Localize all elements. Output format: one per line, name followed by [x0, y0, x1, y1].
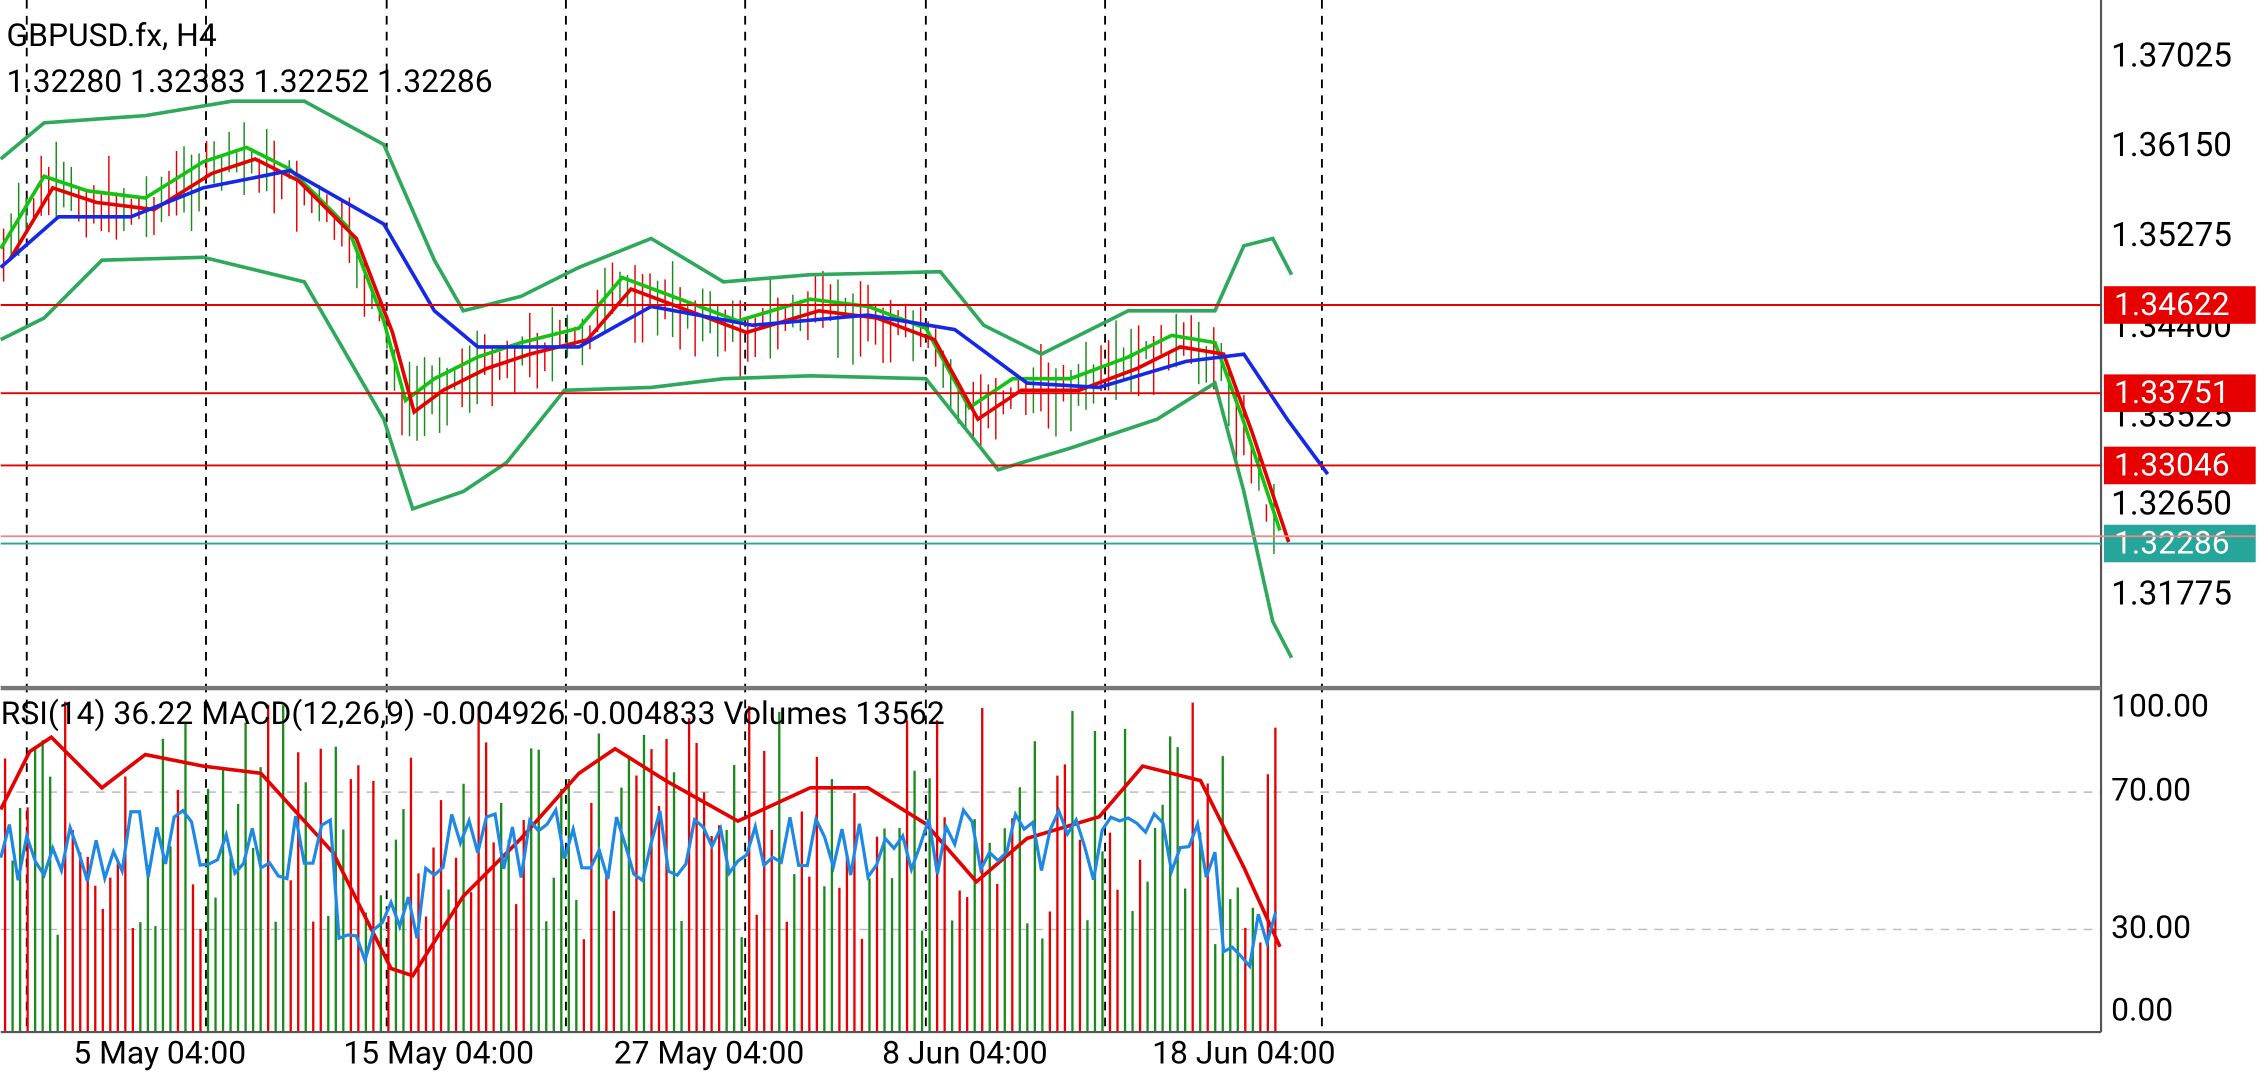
price-tick-label: 1.36150 — [2111, 126, 2232, 165]
symbol-title: GBPUSD.fx, H4 — [7, 16, 217, 54]
level-label: 70.00 — [2111, 771, 2191, 809]
chart-drawing — [0, 0, 2102, 1033]
time-tick-label: 18 Jun 04:00 — [1152, 1034, 1335, 1072]
indicator-line — [0, 145, 1282, 532]
price-tick-label: 1.32650 — [2111, 485, 2232, 524]
ohlc-values: 1.32280 1.32383 1.32252 1.32286 — [7, 62, 493, 100]
level-label: 0.00 — [2111, 990, 2173, 1028]
time-tick-label: 8 Jun 04:00 — [882, 1034, 1047, 1072]
price-tick-label: 1.31775 — [2111, 574, 2232, 613]
indicator-line — [0, 255, 1294, 659]
price-line-label: 1.33046 — [2114, 445, 2230, 483]
price-line-label: 1.34622 — [2114, 285, 2230, 323]
price-line-label: 1.32286 — [2114, 523, 2230, 561]
price-line-label: 1.33751 — [2114, 373, 2230, 411]
price-label-box — [2103, 374, 2256, 412]
price-label-box — [2103, 446, 2256, 485]
indicator-label: RSI(14) 36.22 MACD(12,26,9) -0.004926 -0… — [1, 694, 945, 732]
level-label: 30.00 — [2111, 908, 2191, 946]
price-tick-label: 1.35275 — [2111, 216, 2232, 255]
level-label: 100.00 — [2111, 687, 2209, 725]
time-tick-label: 15 May 04:00 — [343, 1034, 534, 1072]
indicator-line — [0, 734, 1282, 978]
price-label-box — [2103, 286, 2256, 324]
indicator-line — [0, 99, 1294, 357]
time-tick-label: 5 May 04:00 — [73, 1034, 246, 1072]
price-tick-label: 1.37025 — [2111, 37, 2232, 76]
time-tick-label: 27 May 04:00 — [614, 1034, 805, 1072]
indicator-line — [7, 157, 1291, 543]
indicator-line — [0, 805, 1278, 970]
indicator-line — [0, 168, 1330, 476]
price-label-box — [2103, 524, 2256, 563]
